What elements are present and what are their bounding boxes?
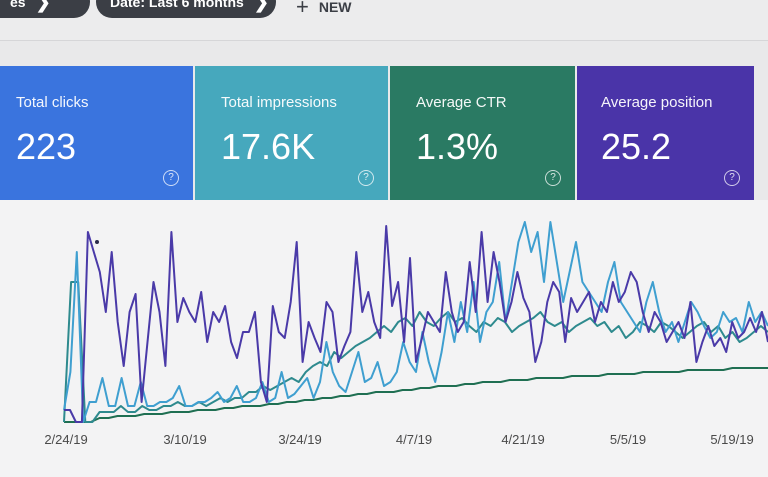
x-tick-label: 3/10/19 xyxy=(163,432,207,447)
plus-icon: + xyxy=(296,0,309,19)
new-filter-label: NEW xyxy=(318,0,352,15)
metric-value: 25.2 xyxy=(601,126,672,167)
x-tick-label: 4/7/19 xyxy=(395,432,433,447)
metric-label: Average CTR xyxy=(416,94,507,111)
chevron-right-icon: ❯ xyxy=(253,0,269,12)
metric-value: 223 xyxy=(16,126,77,167)
x-tick-label: 2/24/19 xyxy=(44,432,88,447)
performance-chart: 2/24/19 3/10/19 3/24/19 4/7/19 4/21/19 5/5/19… xyxy=(0,200,768,477)
help-icon[interactable]: ? xyxy=(545,170,561,186)
search-type-label: es xyxy=(10,0,26,10)
x-tick-label: 5/5/19 xyxy=(609,432,647,447)
series-line-average-ctr xyxy=(64,367,768,423)
help-icon[interactable]: ? xyxy=(163,170,179,186)
data-point-marker xyxy=(95,240,99,244)
metric-label: Total clicks xyxy=(16,94,89,111)
metric-card-total-impressions[interactable]: Total impressions 17.6K ? xyxy=(195,66,388,200)
series-line-total-impressions xyxy=(63,221,768,423)
metric-value: 1.3% xyxy=(416,126,499,167)
filter-toolbar: es ❯ Date: Last 6 months ❯ + NEW xyxy=(0,0,768,40)
search-type-chip[interactable]: es ❯ xyxy=(0,0,90,18)
series-line-average-position xyxy=(64,225,768,423)
new-filter-button[interactable]: + NEW xyxy=(296,0,352,20)
help-icon[interactable]: ? xyxy=(358,170,374,186)
date-filter-label: Date: Last 6 months xyxy=(110,0,244,10)
x-tick-label: 4/21/19 xyxy=(501,432,545,447)
x-tick-label: 3/24/19 xyxy=(278,432,322,447)
chart-plot-area xyxy=(63,221,768,423)
metric-card-total-clicks[interactable]: Total clicks 223 ? xyxy=(0,66,193,200)
metric-value: 17.6K xyxy=(221,126,316,167)
date-filter-chip[interactable]: Date: Last 6 months ❯ xyxy=(96,0,276,18)
metric-card-average-ctr[interactable]: Average CTR 1.3% ? xyxy=(390,66,575,200)
x-tick-label: 5/19/19 xyxy=(710,432,754,447)
metric-card-average-position[interactable]: Average position 25.2 ? xyxy=(577,66,754,200)
metric-label: Total impressions xyxy=(221,94,337,111)
metric-label: Average position xyxy=(601,94,713,111)
series-line-total-clicks xyxy=(63,281,768,423)
chevron-right-icon: ❯ xyxy=(35,0,51,12)
toolbar-divider xyxy=(0,40,768,41)
help-icon[interactable]: ? xyxy=(724,170,740,186)
